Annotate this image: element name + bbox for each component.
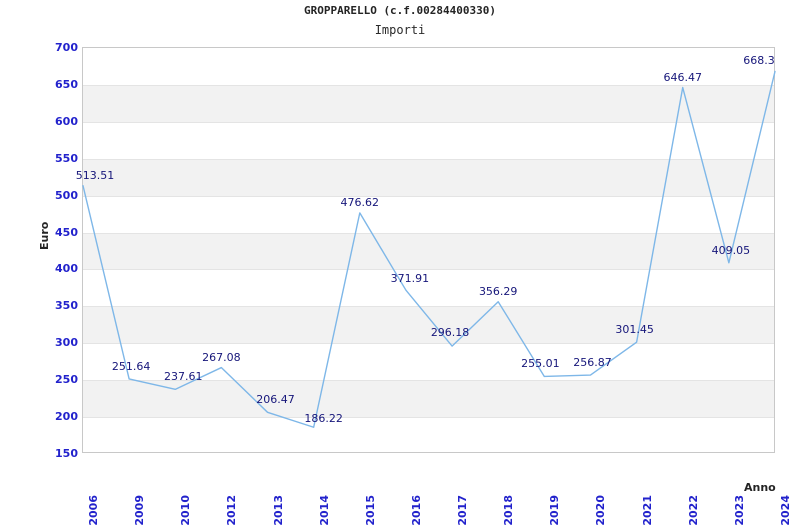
point-value-label: 356.29 — [478, 284, 518, 298]
gridline — [83, 233, 774, 234]
background-band — [83, 158, 774, 196]
plot-area: 513.51 251.64 237.61 267.08 206.47 186.22 476.… — [76, 47, 776, 453]
background-band — [83, 380, 774, 418]
chart-container: GROPPARELLO (c.f.00284400330) Importi 51… — [30, 4, 792, 526]
y-axis-tick-label: 250 — [55, 373, 78, 387]
point-value-label: 409.05 — [711, 243, 751, 257]
point-value-label: 186.22 — [304, 412, 343, 426]
point-value-label: 371.91 — [390, 272, 430, 286]
x-axis-title: Anno — [744, 481, 776, 494]
y-axis-ticks: 700 650 600 550 500 450 400 350 300 250 200 150 — [30, 42, 78, 459]
point-value-label: 301.45 — [615, 323, 654, 337]
point-value-label: 255.01 — [521, 357, 560, 371]
chart-title: GROPPARELLO (c.f.00284400330) — [303, 4, 497, 17]
gridline — [83, 343, 774, 344]
y-axis-tick-label: 400 — [55, 262, 78, 276]
point-value-label: 206.47 — [256, 393, 295, 407]
y-axis-tick-label: 500 — [55, 188, 78, 202]
point-value-label: 256.87 — [573, 356, 612, 370]
gridline — [83, 159, 774, 160]
gridline — [83, 380, 774, 381]
y-axis-tick-label: 650 — [55, 77, 78, 91]
y-axis-title: Euro — [38, 221, 51, 250]
x-axis-ticks: 2006 2009 2010 2012 2013 2014 2015 2016 2017 2018… — [82, 455, 792, 526]
point-value-label: 251.64 — [111, 359, 151, 373]
y-axis-tick-label: 700 — [55, 41, 78, 54]
y-axis-tick-label: 200 — [55, 410, 78, 424]
gridline — [83, 269, 774, 270]
gridline — [83, 122, 774, 123]
y-axis-tick-label: 350 — [55, 299, 78, 313]
y-axis-tick-label: 150 — [55, 447, 78, 460]
y-axis-tick-label: 600 — [55, 114, 78, 128]
background-band — [83, 306, 774, 344]
chart-subtitle: Importi — [374, 23, 426, 37]
series-line-chart — [82, 70, 776, 428]
gridline — [83, 417, 774, 418]
background-band — [83, 232, 774, 270]
y-axis-tick-label: 450 — [55, 225, 78, 239]
background-band — [83, 84, 774, 122]
point-value-label: 668.3 — [743, 54, 775, 68]
point-value-label: 646.47 — [663, 70, 702, 84]
point-value-label: 237.61 — [164, 370, 203, 384]
point-value-label: 267.08 — [202, 350, 241, 364]
y-axis-tick-label: 300 — [55, 336, 78, 350]
gridline — [83, 85, 774, 86]
gridline — [83, 306, 774, 307]
point-value-label: 296.18 — [430, 326, 470, 340]
gridline — [83, 196, 774, 197]
point-value-label: 513.51 — [75, 168, 115, 182]
point-value-label: 476.62 — [340, 195, 380, 209]
series-polyline — [82, 70, 776, 428]
y-axis-tick-label: 550 — [55, 151, 78, 165]
